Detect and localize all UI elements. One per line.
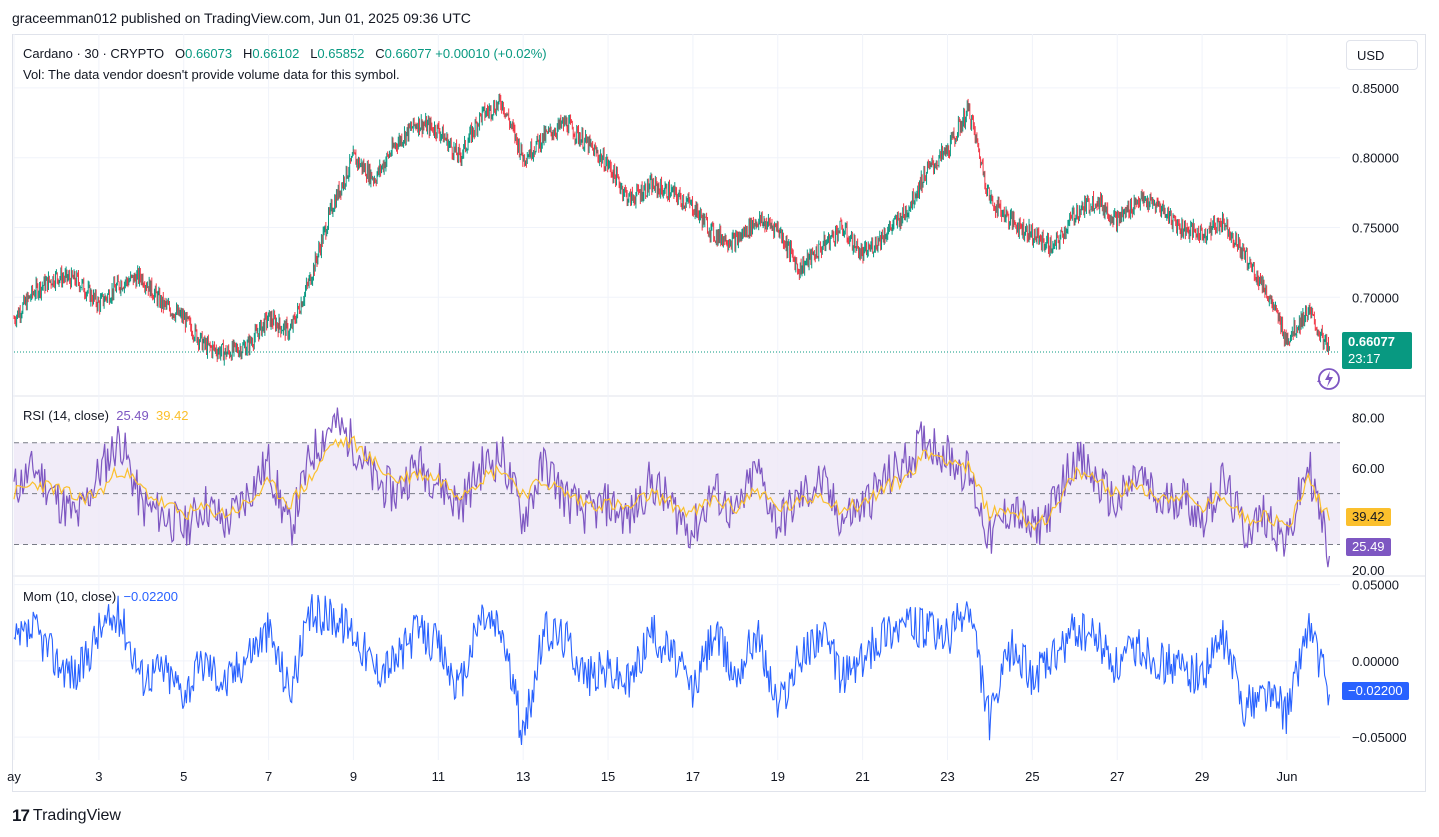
rsi-ma-line: [13, 435, 1330, 532]
close-label: C: [375, 46, 385, 61]
mom-tick-label: 0.05000: [1352, 578, 1399, 593]
brand-name: TradingView: [32, 807, 121, 824]
volume-note: Vol: The data vendor doesn't provide vol…: [23, 67, 400, 82]
x-tick-label: 23: [940, 769, 954, 784]
x-tick-label: 21: [855, 769, 869, 784]
mom-legend: Mom (10, close) −0.02200: [23, 589, 178, 604]
x-tick-label: 25: [1025, 769, 1039, 784]
rsi-legend: RSI (14, close) 25.49 39.42: [23, 408, 189, 423]
rsi-legend-value: 25.49: [116, 408, 149, 423]
low-label: L: [310, 46, 318, 61]
high-label: H: [242, 46, 253, 61]
x-tick-label: 3: [95, 769, 102, 784]
price-tick-label: 0.75000: [1352, 221, 1399, 236]
x-tick-label: 15: [601, 769, 615, 784]
rsi-ma-legend-value: 39.42: [156, 408, 189, 423]
x-tick-label: 13: [516, 769, 530, 784]
x-tick-label: 11: [432, 769, 446, 784]
rsi-tick-label: 20.00: [1352, 563, 1385, 578]
x-tick-label: 29: [1195, 769, 1209, 784]
rsi-tag: 25.49: [1346, 538, 1391, 556]
open-value: 0.66073: [185, 46, 233, 61]
price-tag-value: 0.66077: [1348, 334, 1395, 349]
logo-mark: 17: [12, 806, 30, 825]
replay-icon[interactable]: [1314, 366, 1342, 392]
bar-countdown: 23:17: [1348, 351, 1381, 366]
x-tick-label: 7: [265, 769, 272, 784]
rsi-ma-tag: 39.42: [1346, 508, 1391, 526]
x-tick-label: ay: [7, 769, 21, 784]
tradingview-logo[interactable]: 17 TradingView: [12, 806, 121, 826]
x-tick-label: 17: [686, 769, 700, 784]
mom-line: [13, 594, 1330, 746]
x-tick-label: 19: [771, 769, 785, 784]
low-value: 0.65852: [317, 46, 365, 61]
rsi-tick-label: 80.00: [1352, 410, 1385, 425]
mom-tag: −0.02200: [1342, 682, 1409, 700]
price-tick-label: 0.80000: [1352, 151, 1399, 166]
chart-frame: [12, 34, 1426, 792]
mom-tick-label: 0.00000: [1352, 654, 1399, 669]
mom-legend-value: −0.02200: [123, 589, 179, 604]
mom-tick-label: −0.05000: [1352, 730, 1407, 745]
candles: [13, 93, 1330, 366]
currency-button[interactable]: USD: [1346, 40, 1418, 70]
x-tick-label: 27: [1110, 769, 1124, 784]
symbol-title[interactable]: Cardano · 30 · CRYPTO: [23, 46, 165, 61]
rsi-tick-label: 60.00: [1352, 461, 1385, 476]
change-value: +0.00010 (+0.02%): [435, 46, 547, 61]
rsi-title[interactable]: RSI (14, close): [23, 408, 109, 423]
x-tick-label: Jun: [1276, 769, 1297, 784]
publisher-line: graceemman012 published on TradingView.c…: [12, 10, 471, 26]
close-value: 0.66077: [384, 46, 432, 61]
high-value: 0.66102: [252, 46, 300, 61]
rsi-line: [13, 407, 1330, 568]
x-tick-label: 9: [350, 769, 357, 784]
mom-title[interactable]: Mom (10, close): [23, 589, 117, 604]
main-legend: Cardano · 30 · CRYPTO O0.66073 H0.66102 …: [23, 46, 547, 61]
price-tick-label: 0.70000: [1352, 290, 1399, 305]
price-tag: 0.66077 23:17: [1342, 332, 1412, 369]
open-label: O: [174, 46, 186, 61]
price-tick-label: 0.85000: [1352, 81, 1399, 96]
x-tick-label: 5: [180, 769, 187, 784]
